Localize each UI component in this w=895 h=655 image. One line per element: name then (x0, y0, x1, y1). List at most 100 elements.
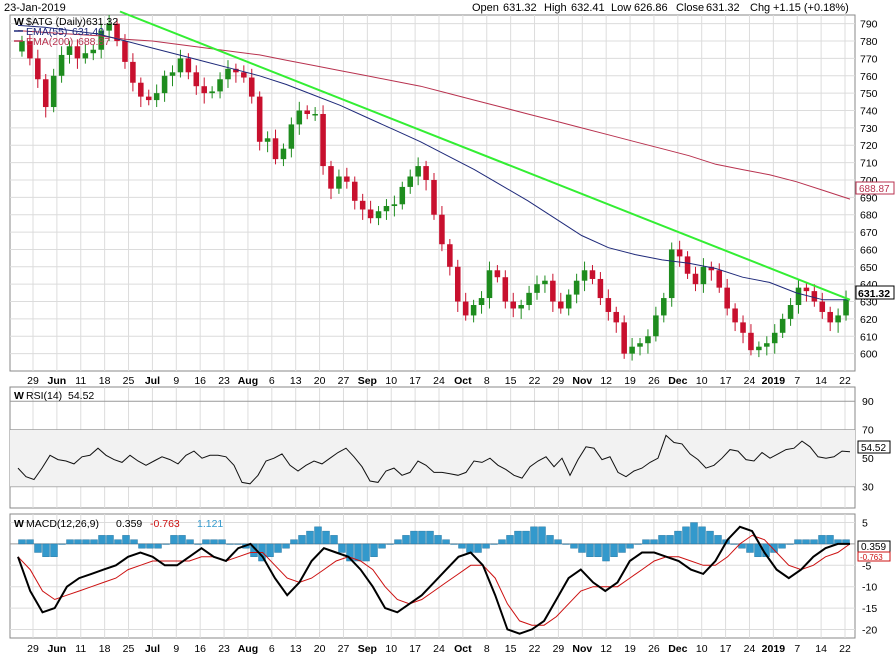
candle (779, 313, 786, 339)
candle-body (811, 291, 818, 302)
x-tick-label: Dec (668, 643, 687, 655)
x-tick-label: Oct (454, 375, 472, 387)
candle (320, 105, 326, 175)
signal-tag-text: -0.763 (860, 553, 883, 562)
price-grid (10, 15, 855, 371)
x-tick-label: 29 (553, 643, 565, 655)
x-tick-label: 10 (385, 643, 397, 655)
candle-body (407, 176, 414, 187)
macd-hist-bar (226, 543, 234, 545)
candle (217, 72, 223, 99)
candle (344, 167, 350, 189)
candle (66, 41, 73, 64)
macd-axis: 50-5-10-15-20 (862, 518, 877, 637)
macd-hist-bar (330, 535, 338, 545)
candle-body (716, 270, 723, 288)
rsi-icon: W (14, 390, 24, 402)
x-tick-label: 10 (696, 375, 708, 387)
candle (534, 275, 540, 300)
macd-tick-label: -15 (862, 603, 877, 615)
candle-body (661, 298, 667, 316)
x-tick-label: Dec (668, 375, 687, 387)
macd-tick-label: 5 (862, 518, 868, 530)
x-tick-label: 27 (338, 643, 350, 655)
candle-body (193, 72, 200, 87)
candle (328, 160, 334, 200)
macd-hist-bar (650, 539, 658, 545)
rsi-legend: W RSI(14) 54.52 (14, 390, 94, 402)
macd-hist-bar (42, 543, 50, 557)
macd-hist-bar (354, 543, 362, 562)
macd-hist-bar (74, 539, 82, 545)
x-tick-label: 17 (409, 375, 421, 387)
last-price-tag-text: 631.32 (858, 288, 890, 300)
macd-hist-bar (802, 539, 810, 545)
candle-body (621, 322, 627, 354)
candle (19, 35, 25, 57)
candle-body (391, 204, 398, 207)
x-tick-label: 17 (720, 375, 732, 387)
x-tick-label: 22 (529, 375, 541, 387)
x-tick-label: 6 (269, 643, 275, 655)
macd-hist-bar (146, 543, 154, 549)
candle (138, 77, 144, 108)
macd-hist-bar (82, 539, 90, 545)
candle-body (470, 305, 477, 316)
macd-grid (10, 514, 855, 638)
candle (35, 49, 41, 88)
x-tick-label: 7 (794, 375, 800, 387)
candle (264, 131, 271, 153)
macd-hist-bar (794, 539, 802, 545)
candle (407, 169, 414, 194)
price-tick-label: 720 (860, 140, 878, 152)
candle-body (748, 332, 754, 351)
price-tick-label: 760 (860, 71, 878, 83)
x-tick-label: 19 (624, 375, 636, 387)
candle-body (209, 91, 215, 94)
candle-body (375, 211, 382, 219)
candle-body (835, 315, 841, 323)
rsi-tick-label: 30 (862, 482, 874, 494)
candle-body (597, 278, 604, 299)
price-tick-label: 710 (860, 158, 878, 170)
x-tick-label: 22 (839, 375, 851, 387)
x-tick-label: 16 (194, 643, 206, 655)
candle-body (550, 280, 556, 302)
candle-body (558, 301, 564, 309)
price-tick-label: 680 (860, 210, 878, 222)
candle-body (692, 273, 699, 285)
header-open: 631.32 (503, 2, 537, 14)
candle-body (756, 346, 762, 351)
candle-body (827, 311, 833, 323)
candle (629, 338, 635, 361)
candle (542, 275, 548, 293)
candle-body (304, 110, 310, 114)
rsi-tag-text: 54.52 (861, 443, 886, 454)
macd-hist-bar (530, 526, 538, 545)
x-tick-label: 13 (290, 375, 302, 387)
macd-hist-bar (218, 539, 226, 545)
candle (399, 181, 406, 210)
macd-hist-bar (474, 543, 482, 553)
candle-body (399, 186, 406, 205)
macd-hist-bar (666, 535, 674, 545)
x-tick-label: 24 (433, 643, 445, 655)
candle-body (225, 68, 231, 80)
candle-body (423, 166, 429, 180)
candle-body (19, 41, 25, 52)
x-tick-label: Nov (572, 375, 592, 387)
candle (280, 143, 287, 167)
macd-hist-bar (690, 522, 698, 545)
candle (336, 169, 342, 194)
macd-hist-bar (18, 539, 26, 545)
candle-body (478, 298, 485, 306)
candle-body (605, 298, 612, 312)
candle-body (145, 96, 152, 101)
x-tick-label: 18 (99, 375, 111, 387)
x-tick-label: 9 (173, 375, 179, 387)
candle (732, 303, 738, 332)
macd-hist-bar (778, 543, 786, 549)
candle (478, 291, 485, 314)
candle-body (787, 305, 794, 319)
macd-hist-bar (162, 543, 170, 545)
